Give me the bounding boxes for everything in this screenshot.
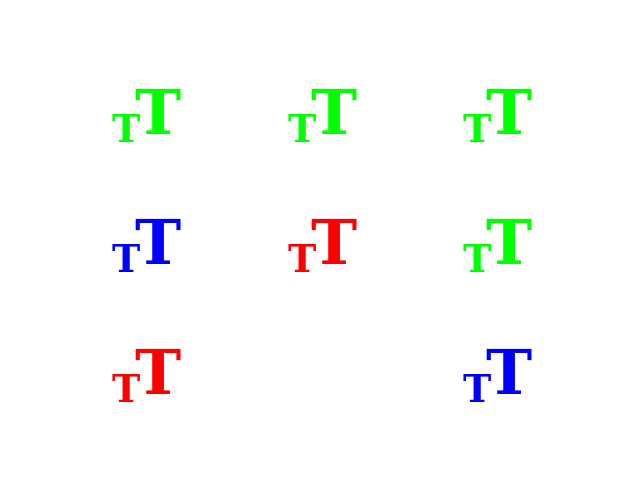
large-t-glyph: T — [311, 206, 357, 279]
glyph-cell-1: T T — [108, 76, 198, 151]
small-t-glyph: T — [112, 106, 140, 151]
glyph-cell-4: T T — [108, 206, 198, 281]
small-t-glyph: T — [463, 236, 491, 281]
glyph-cell-9: T T — [459, 336, 549, 411]
large-t-glyph: T — [135, 206, 181, 279]
large-t-glyph: T — [486, 206, 532, 279]
glyph-cell-7: T T — [108, 336, 198, 411]
small-t-glyph: T — [288, 236, 316, 281]
small-t-glyph: T — [112, 366, 140, 411]
small-t-glyph: T — [463, 366, 491, 411]
large-t-glyph: T — [311, 76, 357, 149]
glyph-cell-6: T T — [459, 206, 549, 281]
small-t-glyph: T — [463, 106, 491, 151]
large-t-glyph: T — [486, 76, 532, 149]
glyph-cell-3: T T — [459, 76, 549, 151]
glyph-cell-5: T T — [284, 206, 374, 281]
small-t-glyph: T — [112, 236, 140, 281]
large-t-glyph: T — [135, 336, 181, 409]
small-t-glyph: T — [288, 106, 316, 151]
large-t-glyph: T — [486, 336, 532, 409]
empty-glyph-cell — [284, 340, 374, 410]
glyph-cell-2: T T — [284, 76, 374, 151]
large-t-glyph: T — [135, 76, 181, 149]
